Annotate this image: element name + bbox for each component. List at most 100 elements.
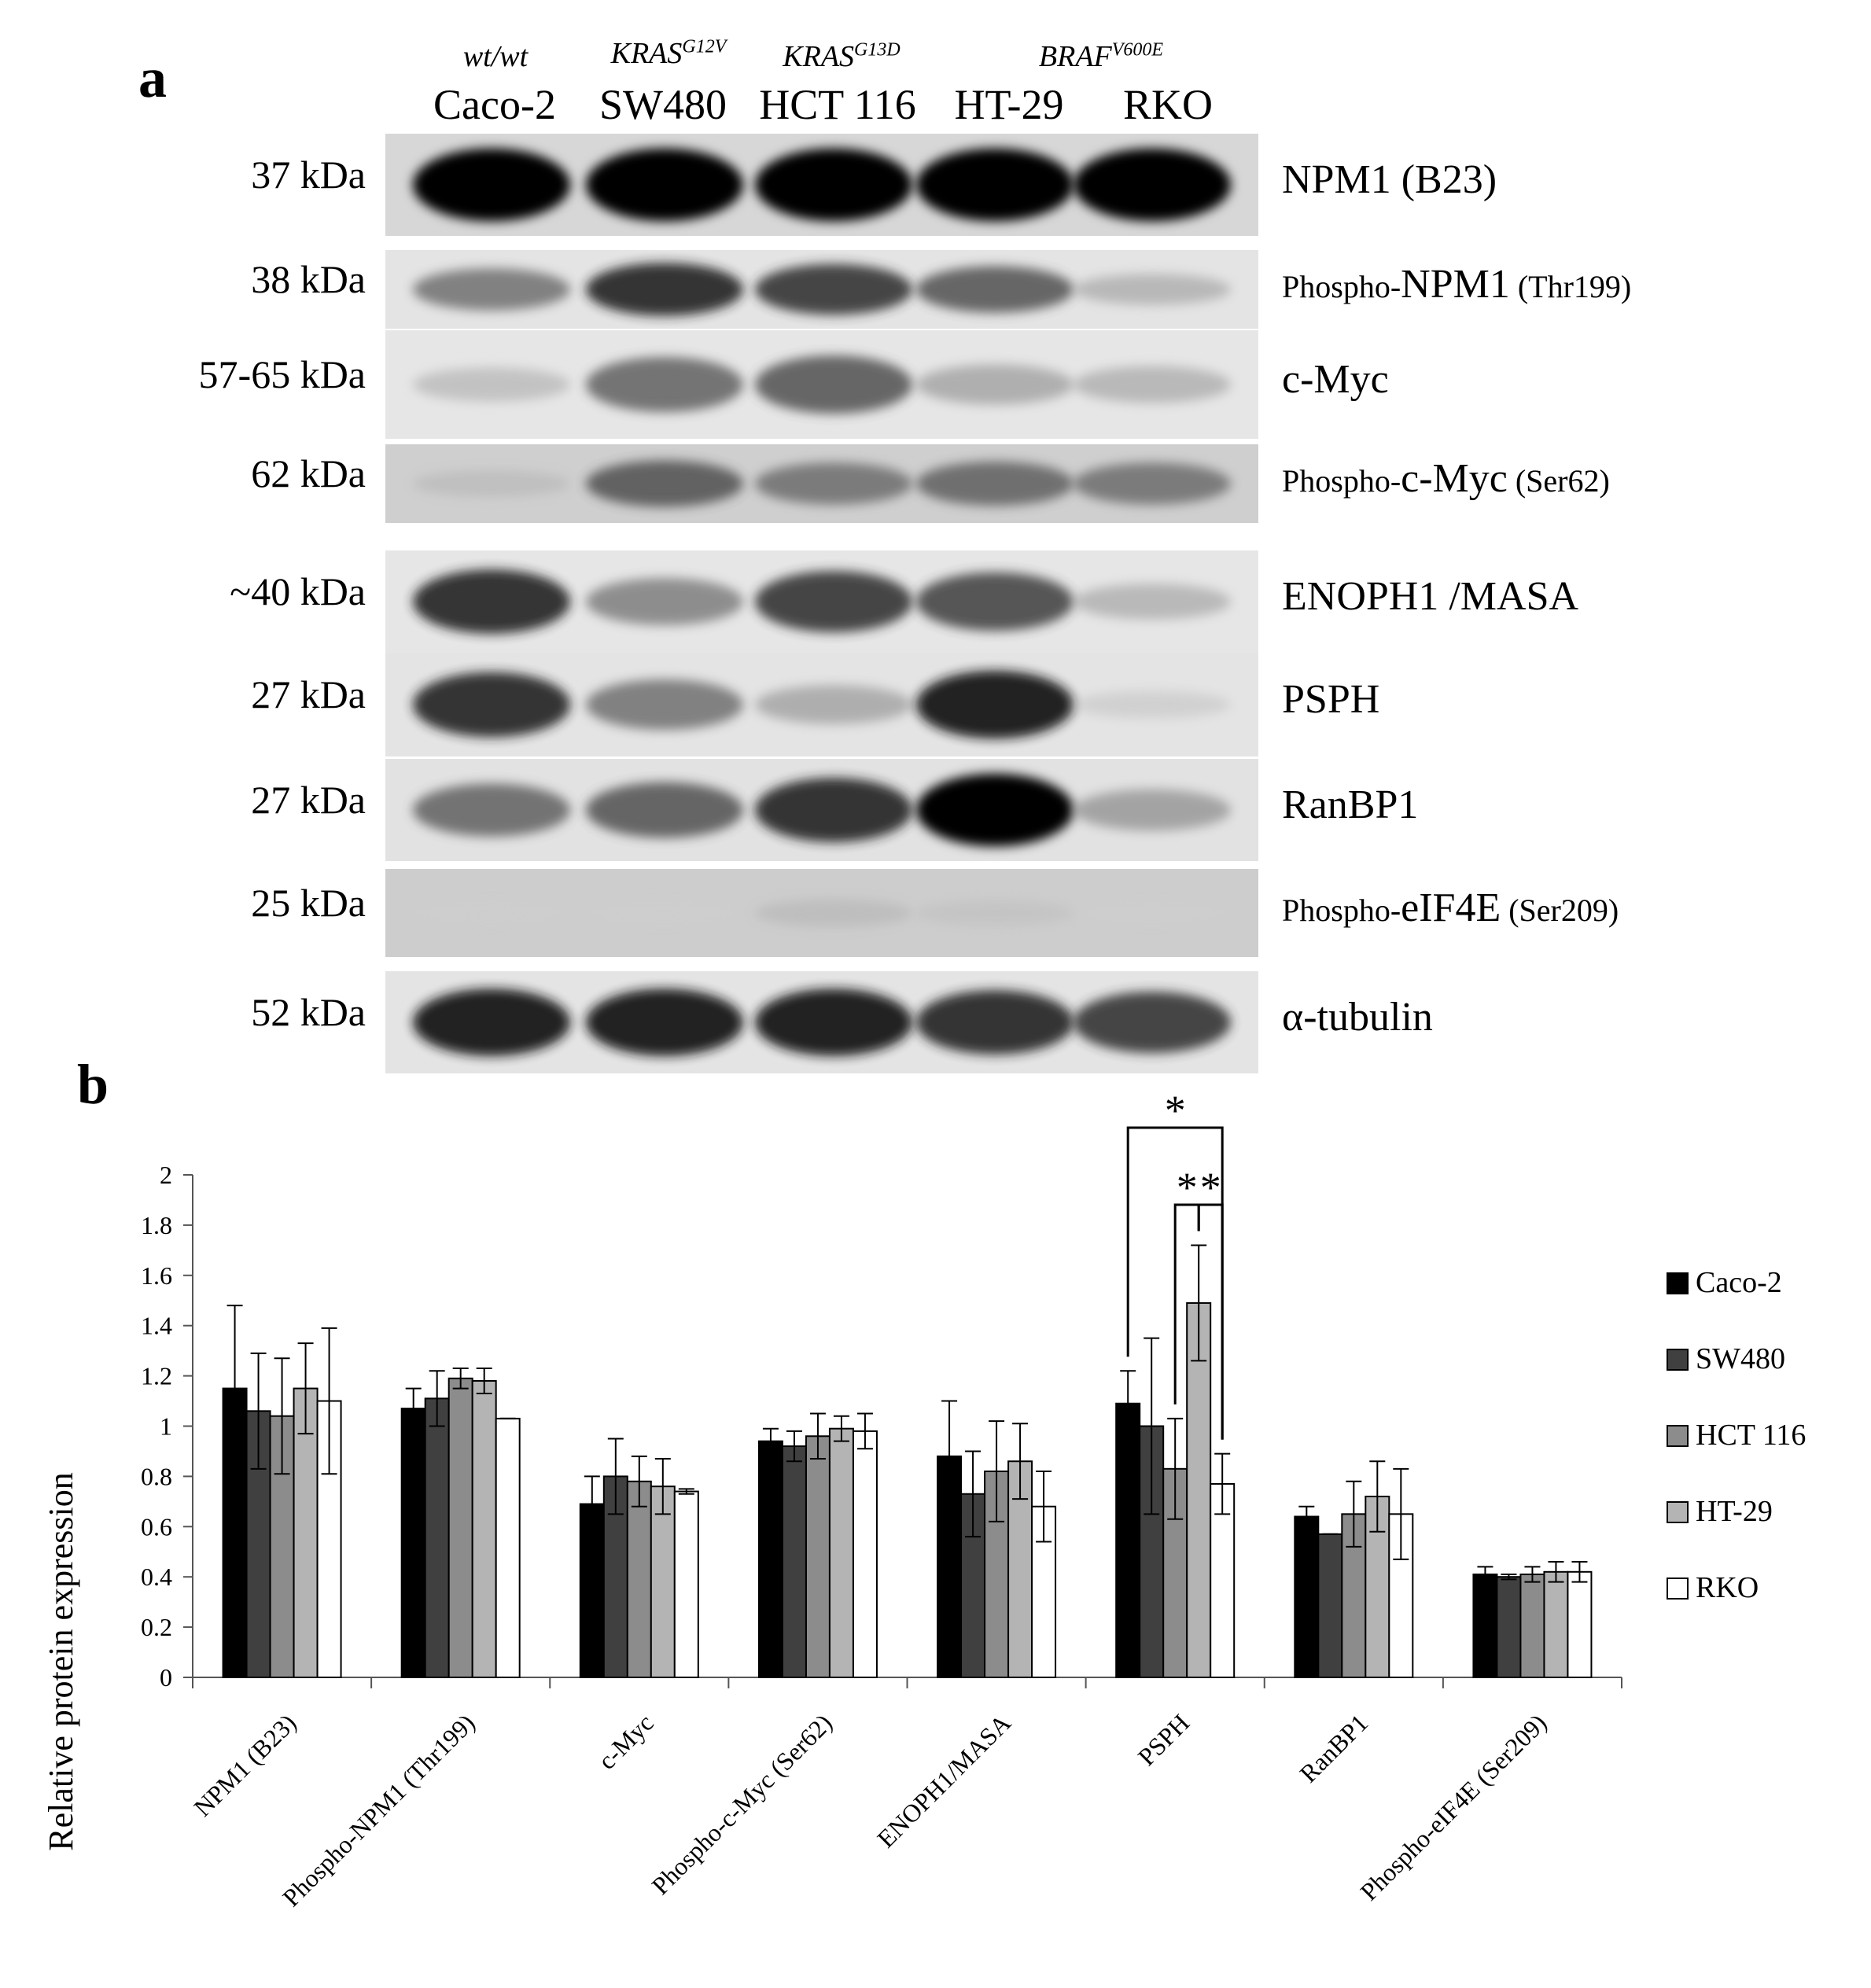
protein-label-suffix: (Ser209) (1501, 893, 1619, 928)
blot-band (755, 988, 912, 1056)
bar (650, 1485, 676, 1678)
blot-band (1074, 462, 1231, 505)
genotype-wt: wt/wt (409, 39, 582, 74)
molecular-weight-label: 37 kDa (251, 153, 366, 197)
genotype-braf-v600e-text: BRAF (1038, 40, 1112, 73)
genotype-kras-g12v: KRASG12V (582, 36, 755, 71)
genotype-kras-g13d-sup: G13D (854, 39, 901, 61)
blot-band (413, 783, 570, 837)
protein-label-name: α-tubulin (1282, 995, 1433, 1040)
blot-band (413, 902, 570, 924)
blot-band (1074, 902, 1231, 924)
blot-band (1074, 366, 1231, 403)
cell-line-caco2: Caco-2 (433, 81, 556, 128)
blot-band (916, 148, 1074, 222)
bar (805, 1435, 831, 1678)
blot-band (413, 367, 570, 402)
x-tick-label: RanBP1 (1294, 1708, 1373, 1787)
cell-line-hct116: HCT 116 (759, 81, 916, 128)
legend-swatch (1667, 1578, 1689, 1600)
bar (781, 1445, 807, 1678)
blot-band (586, 902, 743, 924)
genotype-braf-v600e-sup: V600E (1111, 39, 1164, 61)
blot-band (413, 268, 570, 311)
cell-line-rko: RKO (1122, 81, 1213, 128)
blot-band (1074, 690, 1231, 719)
y-tick-label: 1 (160, 1412, 172, 1441)
bar (1496, 1576, 1522, 1679)
legend-label: HCT 116 (1696, 1419, 1806, 1452)
bar (1519, 1574, 1545, 1678)
blot-band (586, 679, 743, 731)
x-tick-label: c-Myc (592, 1708, 659, 1775)
protein-label-suffix: (Thr199) (1509, 269, 1632, 304)
significance-star: * (1200, 1164, 1221, 1211)
bar (852, 1430, 878, 1678)
blot-band (916, 773, 1074, 847)
blot-band (916, 900, 1074, 926)
blot-band (755, 570, 912, 633)
y-tick-label: 0.4 (141, 1563, 172, 1591)
bar (1472, 1574, 1498, 1678)
blot-strip (385, 444, 1258, 523)
y-tick-label: 0.6 (141, 1512, 172, 1541)
blot-band (1074, 991, 1231, 1054)
blot-band (413, 470, 570, 497)
protein-label-name: NPM1 (1401, 262, 1510, 307)
molecular-weight-label: 27 kDa (251, 778, 366, 822)
blot-band (1074, 148, 1231, 222)
protein-label-name: NPM1 (B23) (1282, 157, 1497, 202)
blot-strip (385, 550, 1258, 653)
significance-star: * (1177, 1164, 1198, 1211)
y-tick-label: 1.6 (141, 1261, 172, 1290)
legend-label: HT-29 (1696, 1495, 1773, 1528)
blot-band (413, 672, 570, 738)
bar (447, 1377, 473, 1678)
bar (673, 1490, 699, 1678)
blot-band (755, 148, 912, 222)
blot-band (916, 364, 1074, 405)
blot-band (586, 577, 743, 626)
blot-band (413, 988, 570, 1056)
molecular-weight-label: 52 kDa (251, 990, 366, 1034)
x-tick-label: PSPH (1133, 1708, 1195, 1771)
blot-band (916, 572, 1074, 631)
protein-label-name: eIF4E (1401, 885, 1501, 930)
panel-letter-a: a (138, 46, 167, 109)
protein-label-prefix: Phospho- (1282, 893, 1401, 928)
protein-label-prefix: Phospho- (1282, 269, 1401, 304)
molecular-weight-label: 25 kDa (251, 881, 366, 925)
x-tick-label: Phospho-NPM1 (Thr199) (277, 1708, 481, 1912)
x-tick-label: Phospho-eIF4E (Ser209) (1354, 1708, 1552, 1905)
bar (1317, 1533, 1343, 1679)
legend-swatch (1667, 1501, 1689, 1523)
protein-label: Phospho-NPM1 (Thr199) (1282, 261, 1631, 307)
protein-label-prefix: Phospho- (1282, 463, 1401, 499)
legend-swatch (1667, 1349, 1689, 1371)
protein-label: NPM1 (B23) (1282, 156, 1497, 203)
blot-band (586, 988, 743, 1056)
protein-label-name: c-Myc (1282, 357, 1389, 402)
protein-label: PSPH (1282, 676, 1379, 723)
genotype-wt-text: wt/wt (462, 40, 529, 73)
protein-label: Phospho-c-Myc (Ser62) (1282, 455, 1610, 502)
y-tick-label: 2 (160, 1161, 172, 1189)
blot-band (755, 685, 912, 724)
blot-band (916, 990, 1074, 1055)
bar (471, 1379, 497, 1678)
panel-letter-b: b (77, 1053, 109, 1116)
y-axis-label: Relative protein expression (42, 1472, 80, 1850)
blot-band (755, 899, 912, 927)
legend-swatch (1667, 1425, 1689, 1447)
blot-band (586, 263, 743, 316)
bar (626, 1480, 652, 1679)
x-tick-label: ENOPH1/MASA (871, 1708, 1016, 1853)
molecular-weight-label: 38 kDa (251, 257, 366, 301)
y-tick-label: 0.8 (141, 1462, 172, 1490)
cell-line-sw480: SW480 (599, 81, 727, 128)
blot-band (413, 569, 570, 634)
genotype-braf-v600e: BRAFV600E (1015, 39, 1188, 74)
blot-band (755, 778, 912, 842)
molecular-weight-label: ~40 kDa (230, 569, 366, 613)
blot-strip (385, 134, 1258, 236)
